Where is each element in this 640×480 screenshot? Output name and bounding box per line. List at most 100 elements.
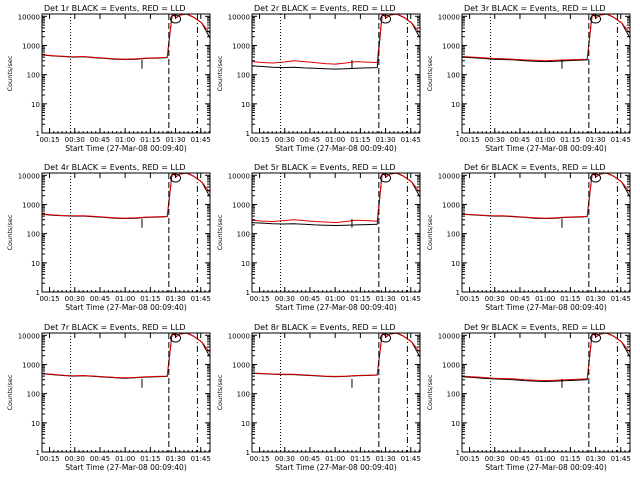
x-axis-label: Start Time (27-Mar-08 00:09:40) [65, 144, 187, 153]
y-tick-label: 10 [451, 420, 460, 428]
y-tick-label: 10000 [228, 332, 250, 340]
y-tick-label: 1000 [232, 361, 250, 369]
y-axis-label: Counts/sec [216, 214, 224, 250]
x-tick-label: 01:30 [585, 295, 605, 303]
y-tick-label: 1000 [22, 361, 40, 369]
y-tick-label: 100 [237, 231, 250, 239]
plot-frame [251, 13, 421, 134]
x-axis-label: Start Time (27-Mar-08 00:09:40) [485, 463, 607, 472]
series-line-lld [252, 14, 420, 65]
y-tick-label: 100 [237, 391, 250, 399]
x-tick-label: 00:30 [65, 136, 85, 144]
series-line-lld [252, 173, 420, 224]
x-tick-label: 01:15 [350, 455, 370, 463]
y-tick-label: 1 [36, 130, 40, 138]
y-tick-label: 10000 [438, 332, 460, 340]
y-tick-label: 10 [241, 101, 250, 109]
y-axis-label: Counts/sec [426, 55, 434, 91]
y-tick-label: 1 [246, 289, 250, 297]
x-axis-label: Start Time (27-Mar-08 00:09:40) [65, 303, 187, 312]
x-tick-label: 01:45 [191, 136, 211, 144]
x-tick-label: 01:00 [115, 295, 135, 303]
y-tick-label: 100 [447, 391, 460, 399]
x-tick-label: 01:15 [560, 295, 580, 303]
y-tick-label: 10000 [18, 332, 40, 340]
x-tick-label: 00:45 [510, 455, 530, 463]
plot-frame [251, 332, 421, 453]
series-line-lld [42, 173, 210, 219]
x-tick-label: 00:45 [510, 136, 530, 144]
chart-panel-2: Det 2r BLACK = Events, RED = LLD 1 10 100 10… [216, 4, 421, 153]
series-line-lld [462, 333, 630, 382]
series-line-events [252, 173, 420, 227]
y-tick-label: 100 [27, 391, 40, 399]
x-axis-label: Start Time (27-Mar-08 00:09:40) [485, 144, 607, 153]
y-tick-label: 100 [447, 231, 460, 239]
x-tick-label: 00:30 [485, 136, 505, 144]
series-line-lld [462, 14, 630, 62]
x-tick-label: 00:45 [510, 295, 530, 303]
x-tick-label: 01:00 [535, 136, 555, 144]
x-tick-label: 01:30 [165, 295, 185, 303]
x-axis-label: Start Time (27-Mar-08 00:09:40) [275, 144, 397, 153]
chart-panel-5: Det 5r BLACK = Events, RED = LLD 1 10 100 10… [216, 163, 421, 312]
y-tick-label: 1000 [22, 42, 40, 50]
y-tick-label: 10000 [18, 13, 40, 21]
chart-title: Det 7r BLACK = Events, RED = LLD [44, 323, 186, 332]
y-tick-label: 10000 [228, 172, 250, 180]
y-tick-label: 10000 [438, 172, 460, 180]
x-tick-label: 01:00 [535, 295, 555, 303]
y-tick-label: 10000 [438, 13, 460, 21]
series-line-events [462, 173, 630, 220]
x-tick-label: 01:15 [350, 136, 370, 144]
series-line-events [42, 333, 210, 379]
x-tick-label: 01:45 [401, 136, 421, 144]
x-tick-label: 01:45 [611, 295, 631, 303]
chart-panel-1: Det 1r BLACK = Events, RED = LLD 1 10 100 10… [6, 4, 211, 153]
x-tick-label: 01:30 [375, 136, 395, 144]
chart-panel-7: Det 7r BLACK = Events, RED = LLD 1 10 100 10… [6, 323, 211, 472]
x-tick-label: 00:30 [485, 455, 505, 463]
x-tick-label: 00:45 [90, 136, 110, 144]
x-tick-label: 00:15 [459, 455, 479, 463]
series-line-lld [42, 14, 210, 60]
y-tick-label: 100 [237, 72, 250, 80]
x-tick-label: 00:15 [39, 295, 59, 303]
x-tick-label: 00:45 [90, 295, 110, 303]
y-tick-label: 10 [31, 420, 40, 428]
x-tick-label: 01:30 [585, 136, 605, 144]
plot-frame [41, 332, 211, 453]
x-tick-label: 00:15 [459, 136, 479, 144]
chart-title: Det 8r BLACK = Events, RED = LLD [254, 323, 396, 332]
y-tick-label: 10 [451, 101, 460, 109]
y-axis-label: Counts/sec [6, 214, 14, 250]
x-tick-label: 01:30 [165, 455, 185, 463]
x-tick-label: 01:15 [560, 136, 580, 144]
y-tick-label: 10 [451, 260, 460, 268]
series-line-events [462, 14, 630, 63]
chart-title: Det 4r BLACK = Events, RED = LLD [44, 163, 186, 172]
chart-title: Det 2r BLACK = Events, RED = LLD [254, 4, 396, 13]
x-axis-label: Start Time (27-Mar-08 00:09:40) [275, 463, 397, 472]
chart-panel-9: Det 9r BLACK = Events, RED = LLD 1 10 100 10… [426, 323, 631, 472]
chart-title: Det 1r BLACK = Events, RED = LLD [44, 4, 186, 13]
x-axis-label: Start Time (27-Mar-08 00:09:40) [485, 303, 607, 312]
x-tick-label: 00:15 [39, 136, 59, 144]
x-tick-label: 01:45 [401, 455, 421, 463]
series-line-events [462, 333, 630, 383]
series-line-events [42, 14, 210, 61]
chart-title: Det 6r BLACK = Events, RED = LLD [464, 163, 606, 172]
x-tick-label: 01:15 [560, 455, 580, 463]
x-tick-label: 00:45 [300, 136, 320, 144]
x-tick-label: 01:15 [140, 295, 160, 303]
x-tick-label: 01:30 [585, 455, 605, 463]
x-tick-label: 01:15 [350, 295, 370, 303]
x-tick-label: 00:30 [275, 136, 295, 144]
y-tick-label: 1 [456, 449, 460, 457]
y-tick-label: 10 [241, 420, 250, 428]
y-axis-label: Counts/sec [6, 55, 14, 91]
y-tick-label: 10 [241, 260, 250, 268]
x-tick-label: 00:15 [459, 295, 479, 303]
y-tick-label: 10 [31, 101, 40, 109]
y-tick-label: 1 [246, 130, 250, 138]
